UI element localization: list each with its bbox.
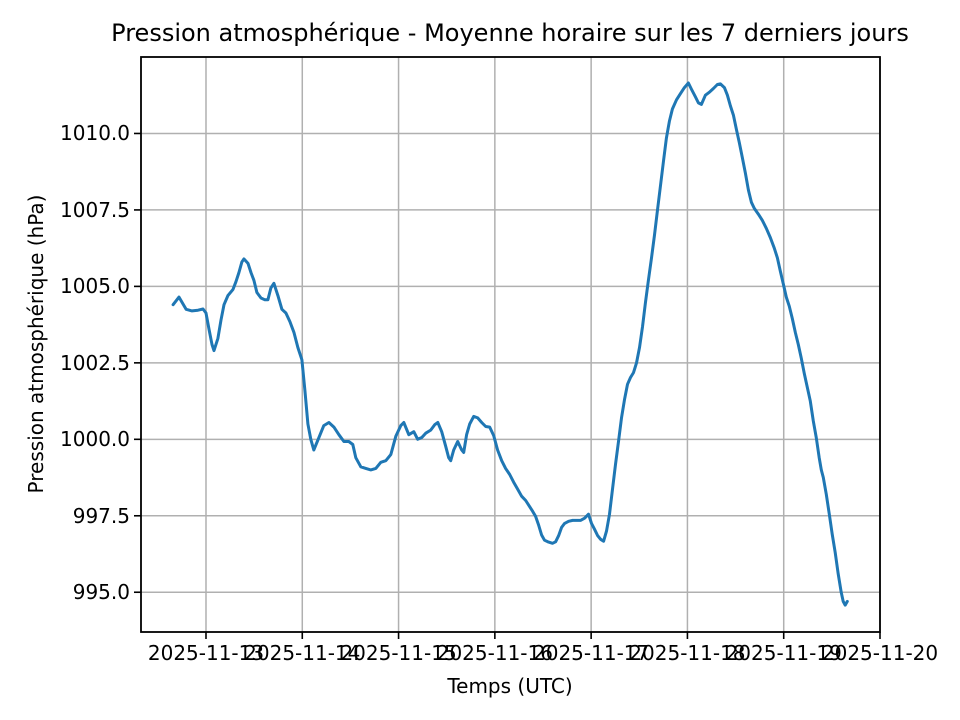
x-tick-label: 2025-11-14 [244,641,361,665]
y-axis-label: Pression atmosphérique (hPa) [24,194,48,494]
x-tick-label: 2025-11-15 [340,641,457,665]
x-tick-label: 2025-11-13 [147,641,265,665]
x-tick-label: 2025-11-19 [725,641,842,665]
chart-title: Pression atmosphérique - Moyenne horaire… [111,19,909,47]
x-axis-label: Temps (UTC) [447,674,573,698]
y-tick-label: 1010.0 [60,121,130,146]
pressure-line [171,81,849,607]
y-tick-label: 1002.5 [60,350,130,375]
x-tick-label: 2025-11-20 [821,641,939,665]
x-tick-label: 2025-11-17 [533,641,650,665]
plot-area-svg [134,56,881,639]
y-tick-label: 1000.0 [60,427,130,452]
y-tick-label: 1005.0 [60,274,130,299]
y-tick-label: 1007.5 [60,197,130,222]
y-tick-label: 995.0 [72,580,130,605]
x-tick-label: 2025-11-16 [436,641,553,665]
plot-spine [140,56,881,633]
y-tick-label: 997.5 [72,503,130,528]
x-tick-label: 2025-11-18 [629,641,746,665]
